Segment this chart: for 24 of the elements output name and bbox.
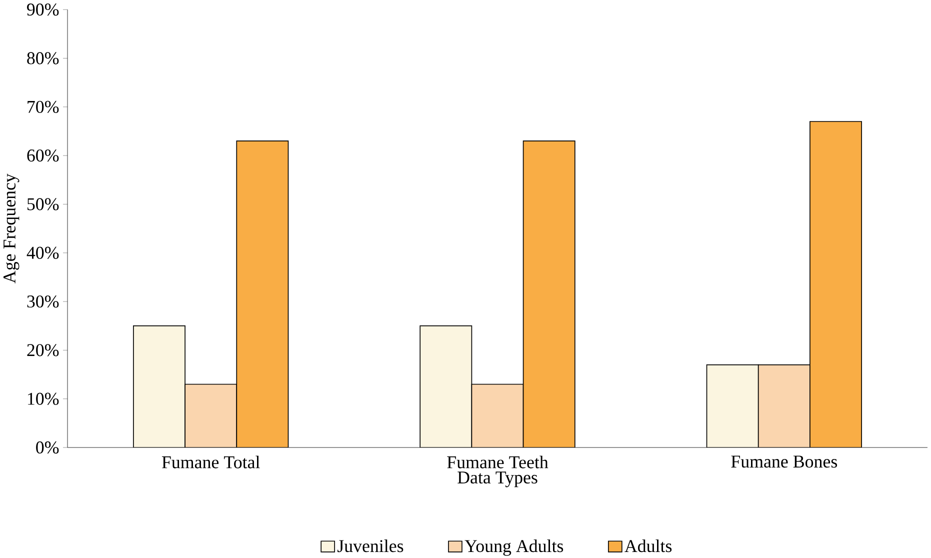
y-tick-label: 60% [27,150,59,162]
y-tick-label: 40% [26,246,59,260]
legend-label: Adults [624,540,672,552]
y-axis-title: Age Frequency [4,174,20,284]
y-tick-label: 80% [27,52,59,64]
y-tick-label: 90% [27,4,59,16]
y-tick-label: 0% [36,442,59,454]
y-tick-label: 20% [27,344,59,356]
bar [184,384,238,448]
y-tick-label: 10% [28,392,59,406]
y-tick-label: 70% [28,100,59,114]
bar [758,364,810,448]
bar [706,364,759,448]
x-tick-label: Fumane Bones [731,456,838,468]
x-axis-title: Data Types [458,472,538,488]
y-tick-label: 50% [27,198,59,210]
x-tick-label: Fumane Teeth [447,456,548,468]
y-tick-label: 30% [27,296,59,308]
bar [133,326,186,448]
legend-label: Young Adults [464,540,564,556]
bar [471,384,524,448]
bar [420,326,472,448]
x-tick-label: Fumane Total [162,456,260,468]
legend-label: Juveniles [338,540,404,552]
